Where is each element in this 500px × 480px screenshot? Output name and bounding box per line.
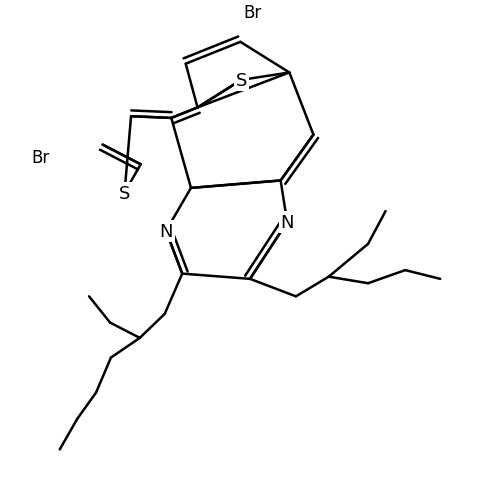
Text: Br: Br xyxy=(243,4,262,22)
Text: N: N xyxy=(160,222,173,240)
Text: N: N xyxy=(280,214,294,231)
Text: S: S xyxy=(236,72,247,90)
Text: Br: Br xyxy=(32,149,50,167)
Text: S: S xyxy=(119,184,130,202)
